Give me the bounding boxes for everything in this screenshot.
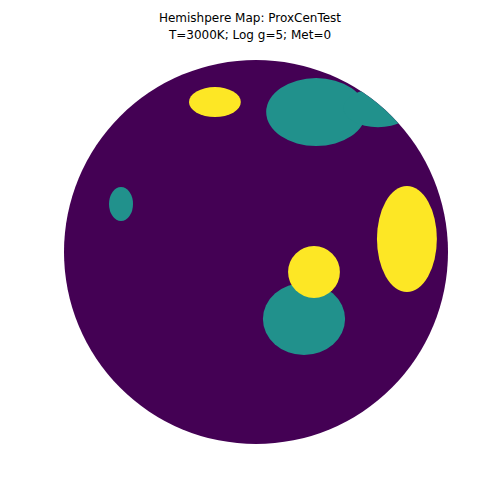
spot [343, 89, 412, 127]
spot [288, 246, 340, 298]
spot [377, 186, 437, 292]
spots [109, 78, 437, 355]
spot [189, 87, 241, 117]
title: Hemishpere Map: ProxCenTest [159, 11, 341, 25]
stellar-disk [64, 60, 448, 444]
subtitle: T=3000K; Log g=5; Met=0 [168, 28, 331, 42]
chart: Hemishpere Map: ProxCenTest T=3000K; Log … [0, 0, 500, 500]
spot [109, 187, 133, 221]
